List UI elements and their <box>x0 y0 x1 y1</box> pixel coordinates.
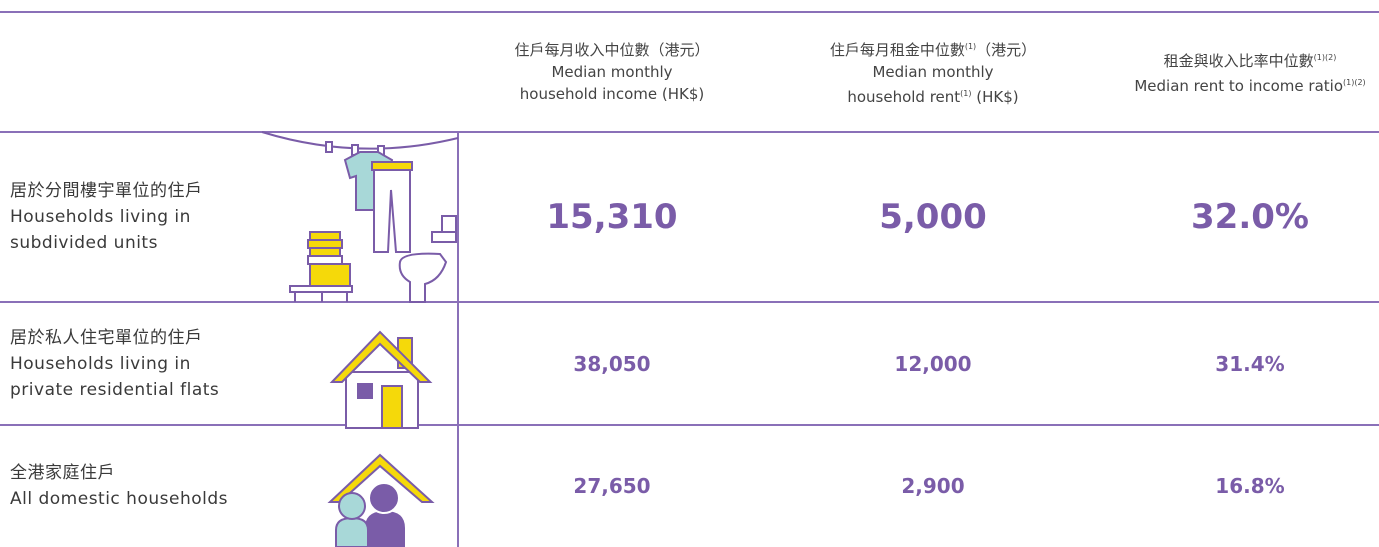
note-ref: (1) <box>964 42 977 51</box>
row-label-line: 居於私人住宅單位的住戶 <box>10 327 203 348</box>
header-line: Median monthly <box>872 61 993 83</box>
value: 27,650 <box>573 474 651 498</box>
header-text: 住戶每月收入中位數（港元） <box>514 41 710 59</box>
header-text: 住戶每月租金中位數 <box>829 41 965 59</box>
value: 16.8% <box>1215 474 1285 498</box>
value-cell: 27,650 <box>452 425 772 547</box>
header-cell: 住戶每月租金中位數(1)（港元） Median monthly household … <box>773 12 1093 132</box>
rules <box>0 11 1379 547</box>
header-text: household rent <box>847 88 961 106</box>
header-cell: 租金與收入比率中位數(1)(2) Median rent to income ra… <box>1090 12 1379 132</box>
header-text: Median monthly <box>872 63 994 81</box>
icon-all <box>327 453 435 547</box>
value: 38,050 <box>573 351 651 376</box>
header-text: (HK$) <box>971 88 1019 106</box>
header-line: 住戶每月租金中位數(1)（港元） <box>830 36 1036 61</box>
header-text: 租金與收入比率中位數 <box>1163 52 1314 70</box>
value: 5,000 <box>879 197 987 237</box>
row-label: 居於分間樓宇單位的住戶 Households living in subdivide… <box>10 132 330 302</box>
header-line: household income (HK$) <box>520 83 704 105</box>
value-cell: 12,000 <box>773 302 1093 425</box>
row-label-line: 全港家庭住戶 <box>10 463 115 483</box>
value: 2,900 <box>901 474 965 498</box>
icon-subdivided <box>261 131 459 303</box>
header-cell: 住戶每月收入中位數（港元） Median monthly household inc… <box>452 12 772 132</box>
row-label: 居於私人住宅單位的住戶 Households living in private r… <box>10 302 330 425</box>
value-cell: 32.0% <box>1090 132 1379 302</box>
header-line: Median monthly <box>551 61 672 83</box>
value: 12,000 <box>894 351 972 376</box>
row-label-line: Households living in <box>10 353 191 374</box>
row-label-line: private residential flats <box>10 379 220 400</box>
row-label-line: subdivided units <box>10 233 158 253</box>
header-text: Median monthly <box>551 63 673 81</box>
value-cell: 31.4% <box>1090 302 1379 425</box>
header-text: Median rent to income ratio <box>1134 77 1343 95</box>
value-cell: 5,000 <box>773 132 1093 302</box>
note-ref: (1)(2) <box>1343 78 1366 87</box>
value: 31.4% <box>1215 351 1285 376</box>
note-ref: (1)(2) <box>1313 53 1337 62</box>
value-cell: 2,900 <box>773 425 1093 547</box>
value: 32.0% <box>1191 197 1309 237</box>
header-text: （港元） <box>976 41 1037 59</box>
header-line: household rent(1) (HK$) <box>847 83 1018 108</box>
note-ref: (1) <box>960 89 972 98</box>
header-line: 租金與收入比率中位數(1)(2) <box>1164 47 1337 72</box>
value: 15,310 <box>546 197 678 237</box>
value-cell: 38,050 <box>452 302 772 425</box>
row-label-line: 居於分間樓宇單位的住戶 <box>10 181 203 201</box>
value-cell: 16.8% <box>1090 425 1379 547</box>
icon-private <box>329 330 433 429</box>
row-label-line: All domestic households <box>10 489 228 509</box>
header-text: household income (HK$) <box>519 85 705 103</box>
value-cell: 15,310 <box>452 132 772 302</box>
row-label: 全港家庭住戶 All domestic households <box>10 425 330 547</box>
header-line: 住戶每月收入中位數（港元） <box>514 39 709 61</box>
header-line: Median rent to income ratio(1)(2) <box>1134 72 1365 97</box>
row-label-line: Households living in <box>10 207 191 227</box>
